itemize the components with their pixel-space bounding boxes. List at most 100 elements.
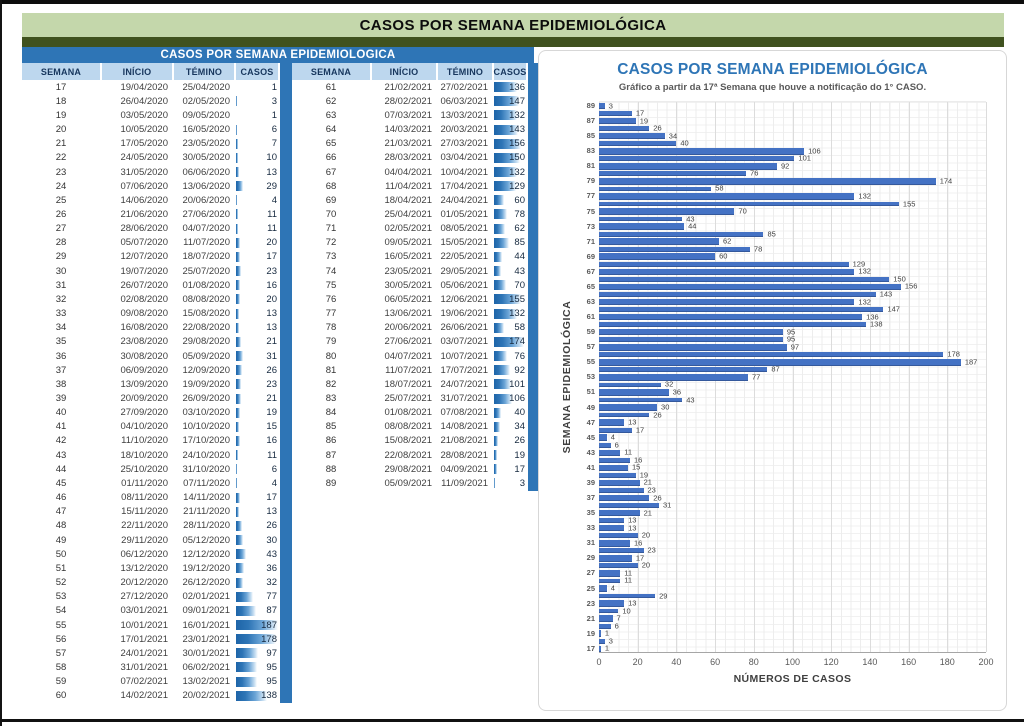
chart-bar-row: 26 — [573, 124, 986, 133]
bar-value-label: 13 — [628, 598, 637, 608]
casos-cell: 13 — [236, 308, 278, 320]
bar-value-label: 62 — [722, 236, 732, 246]
chart-bar-row: 77 132 — [573, 191, 986, 200]
bar — [599, 307, 884, 312]
y-axis-tick-label: 77 — [586, 191, 595, 201]
casos-databar — [494, 280, 506, 291]
termino-cell: 09/05/2020 — [182, 109, 230, 121]
termino-cell: 24/04/2021 — [440, 194, 488, 206]
bar-value-label: 155 — [902, 199, 916, 208]
y-axis-title: SEMANA EPIDEMIOLÓGICA — [561, 300, 573, 454]
chart-bar-row: 85 34 — [573, 131, 986, 140]
bar — [599, 367, 768, 373]
table-row: 53 27/12/2020 02/01/2021 77 — [22, 590, 280, 604]
bar-track: 136 — [599, 312, 986, 321]
chart-bar-row: 33 13 — [573, 523, 986, 532]
inicio-cell: 15/11/2020 — [121, 506, 168, 518]
x-axis-tick: 0 — [596, 657, 602, 667]
bar — [599, 261, 849, 267]
chart-bar-row: 147 — [573, 305, 986, 314]
bar-track: 34 — [599, 131, 986, 140]
inicio-cell: 13/12/2020 — [120, 562, 168, 574]
casos-databar — [236, 620, 278, 631]
bar — [599, 359, 961, 366]
casos-databar — [236, 294, 241, 305]
casos-cell: 19 — [494, 449, 526, 461]
inicio-cell: 13/06/2021 — [384, 308, 432, 320]
major-gridline — [753, 102, 755, 652]
major-gridline — [831, 102, 833, 652]
bar — [599, 623, 611, 629]
bar-value-label: 29 — [659, 591, 668, 601]
week-cell: 43 — [55, 449, 67, 461]
casos-cell: 13 — [236, 166, 278, 178]
table-row: 45 01/11/2020 07/11/2020 4 — [22, 476, 280, 490]
bar-value-label: 17 — [635, 425, 645, 435]
bar — [599, 238, 719, 245]
termino-cell: 13/03/2021 — [440, 109, 488, 121]
chart-bar-row: 26 — [573, 410, 986, 419]
chart-bar-row: 87 19 — [573, 116, 986, 125]
table-row: 87 22/08/2021 28/08/2021 19 — [292, 448, 528, 462]
table-header-row: SEMANA INÍCIO TÉMINO CASOS — [292, 63, 528, 80]
bar-value-label: 11 — [624, 575, 633, 585]
bar-value-label: 143 — [879, 289, 893, 299]
week-cell: 68 — [325, 180, 337, 192]
termino-cell: 11/09/2021 — [441, 477, 488, 489]
casos-databar — [494, 237, 509, 248]
table-row: 77 13/06/2021 19/06/2021 132 — [292, 307, 528, 321]
inicio-cell: 02/05/2021 — [384, 223, 432, 235]
inicio-cell: 21/03/2021 — [384, 138, 432, 150]
bar-track: 101 — [599, 154, 986, 163]
week-cell: 26 — [55, 208, 67, 220]
casos-cell: 60 — [494, 194, 526, 206]
bar — [599, 630, 601, 638]
inicio-cell: 04/07/2021 — [384, 350, 432, 362]
casos-databar — [236, 167, 239, 178]
casos-value: 187 — [261, 619, 277, 631]
bar-value-label: 7 — [616, 613, 621, 623]
bar-value-label: 16 — [633, 538, 643, 548]
inicio-cell: 24/05/2020 — [120, 152, 168, 164]
chart-bar-row: 19 1 — [573, 629, 986, 638]
inicio-cell: 07/03/2021 — [384, 109, 432, 121]
bar-track: 138 — [599, 320, 986, 329]
casos-cell: 19 — [236, 407, 278, 419]
bar-value-label: 11 — [624, 568, 633, 578]
casos-cell: 32 — [236, 577, 278, 589]
chart-bar-row: 17 — [573, 425, 986, 435]
bar — [599, 208, 735, 215]
casos-cell: 101 — [494, 378, 526, 390]
bar-track: 16 — [599, 538, 986, 547]
casos-cell: 97 — [236, 647, 278, 659]
week-cell: 76 — [325, 293, 337, 305]
bar — [599, 156, 795, 162]
chart-bar-row: 23 — [573, 485, 986, 494]
casos-databar — [236, 308, 239, 319]
bar-track: 43 — [599, 214, 986, 223]
chart-bar-row: 39 21 — [573, 478, 986, 487]
table-row: 85 08/08/2021 14/08/2021 34 — [292, 420, 528, 434]
bar-value-label: 31 — [662, 500, 672, 510]
inicio-cell: 27/06/2021 — [384, 336, 432, 348]
casos-cell: 17 — [236, 492, 278, 504]
casos-cell: 29 — [236, 180, 278, 192]
chart-bar-row: 32 — [573, 380, 986, 389]
table-row: 29 12/07/2020 18/07/2020 17 — [22, 250, 280, 264]
week-cell: 64 — [325, 124, 337, 136]
casos-value: 36 — [266, 562, 277, 574]
chart-bar-row: 19 — [573, 470, 986, 479]
casos-databar — [236, 322, 239, 333]
week-cell: 86 — [325, 435, 337, 447]
casos-cell: 20 — [236, 237, 278, 249]
bar-track: 147 — [599, 305, 986, 314]
bar-value-label: 132 — [858, 191, 871, 201]
termino-cell: 10/07/2021 — [440, 350, 488, 362]
casos-value: 60 — [514, 194, 525, 206]
week-cell: 27 — [55, 223, 67, 235]
week-cell: 35 — [55, 336, 67, 348]
table-row: 23 31/05/2020 06/06/2020 13 — [22, 165, 280, 179]
y-axis-tick-label: 33 — [586, 523, 595, 533]
casos-cell: 156 — [494, 138, 526, 150]
chart-bar-row: 20 — [573, 531, 986, 540]
